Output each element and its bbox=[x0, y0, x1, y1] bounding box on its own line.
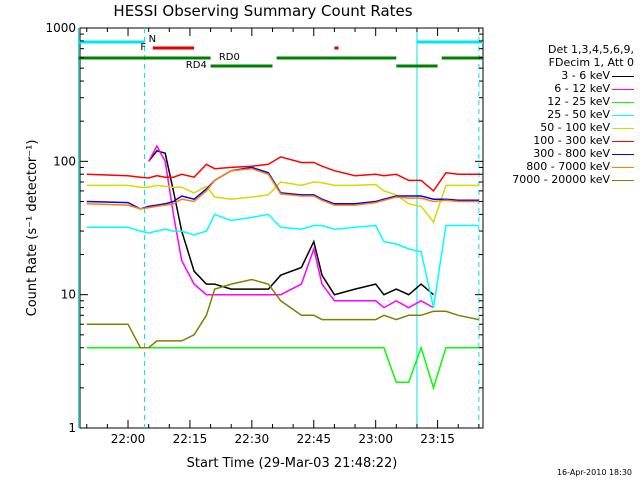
legend-entry-label: 800 - 7000 keV bbox=[526, 160, 610, 173]
legend-entry-swatch bbox=[612, 128, 634, 129]
series-line bbox=[86, 166, 479, 210]
flag-label-f: F bbox=[140, 42, 146, 53]
x-axis-label: Start Time (29-Mar-03 21:48:22) bbox=[187, 456, 398, 471]
legend-entry-label: 300 - 800 keV bbox=[533, 147, 610, 160]
legend-entry-label: 3 - 6 keV bbox=[561, 69, 610, 82]
legend-entry-swatch bbox=[612, 76, 634, 77]
legend-entry-label: 50 - 100 keV bbox=[540, 121, 610, 134]
boundary-lines bbox=[77, 28, 480, 428]
series-line bbox=[148, 149, 434, 296]
series-line bbox=[86, 345, 479, 391]
series-line bbox=[86, 181, 479, 224]
series-line bbox=[86, 278, 480, 349]
legend-entry-swatch bbox=[612, 141, 634, 142]
generation-timestamp: 16-Apr-2010 18:30 bbox=[557, 468, 632, 477]
plot-frame bbox=[79, 27, 484, 429]
x-tick-label: 22:00 bbox=[111, 432, 146, 446]
y-axis-label: Count Rate (s⁻¹ detector⁻¹) bbox=[25, 140, 40, 317]
legend-entry-label: 100 - 300 keV bbox=[533, 134, 610, 147]
series-line bbox=[148, 144, 434, 309]
series-line bbox=[86, 213, 479, 308]
x-tick-label: 23:00 bbox=[358, 432, 393, 446]
series-line bbox=[86, 156, 479, 193]
legend-entry-swatch bbox=[612, 154, 634, 155]
y-tick-label: 10 bbox=[61, 288, 76, 302]
series-line bbox=[86, 167, 479, 210]
flag-label-rd0: RD0 bbox=[219, 52, 240, 63]
flag-label-n: N bbox=[149, 34, 156, 45]
legend-entry-label: 12 - 25 keV bbox=[547, 95, 610, 108]
axis-ticks: 1 10 100 1000 22:00 22:15 22:30 22:45 23:00 23:15 bbox=[45, 21, 483, 446]
x-tick-label: 22:15 bbox=[173, 432, 208, 446]
legend-entry-swatch bbox=[612, 102, 634, 103]
legend-header-line1: Det 1,3,4,5,6,9, bbox=[547, 43, 634, 56]
x-tick-label: 22:30 bbox=[235, 432, 270, 446]
x-tick-label: 22:45 bbox=[296, 432, 331, 446]
legend-entry-label: 6 - 12 keV bbox=[554, 82, 610, 95]
flag-label-rd4: RD4 bbox=[186, 60, 207, 71]
x-tick-label: 23:15 bbox=[420, 432, 455, 446]
y-tick-label: 100 bbox=[53, 154, 76, 168]
legend-header-line2: FDecim 1, Att 0 bbox=[548, 56, 634, 69]
y-tick-label: 1 bbox=[68, 421, 76, 435]
legend-entry-label: 7000 - 20000 keV bbox=[512, 173, 610, 186]
legend-entry-swatch bbox=[612, 180, 634, 181]
chart-title: HESSI Observing Summary Count Rates bbox=[113, 2, 412, 20]
legend-entry-swatch bbox=[612, 89, 634, 90]
state-flags: NF RD0 RD4 bbox=[78, 34, 483, 71]
y-tick-label: 1000 bbox=[45, 21, 76, 35]
legend-entry-swatch bbox=[612, 115, 634, 116]
legend-entry-label: 25 - 50 keV bbox=[547, 108, 610, 121]
legend-entry-swatch bbox=[612, 167, 634, 168]
series-lines bbox=[86, 144, 480, 391]
